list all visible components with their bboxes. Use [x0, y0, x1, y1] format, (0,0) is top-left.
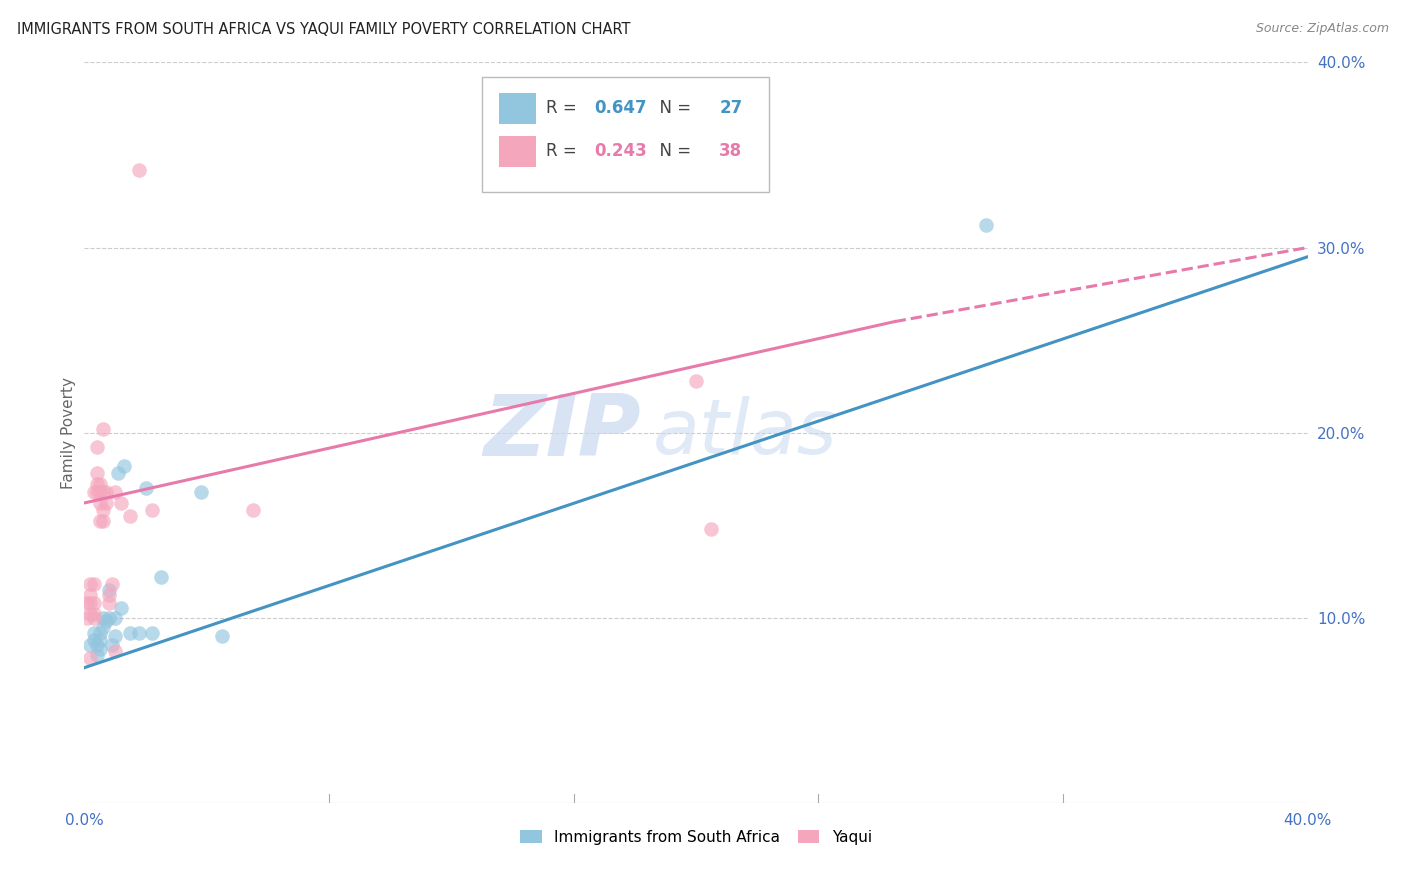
- Text: ZIP: ZIP: [484, 391, 641, 475]
- Point: [190, 484, 212, 499]
- Point: [91, 484, 114, 499]
- Point: [97, 582, 120, 597]
- Point: [89, 625, 111, 640]
- Text: 27: 27: [720, 99, 742, 118]
- Point: [89, 632, 111, 647]
- Point: [86, 441, 108, 455]
- Point: [120, 625, 142, 640]
- Point: [135, 481, 157, 495]
- Point: [107, 467, 129, 481]
- Point: [97, 589, 120, 603]
- Point: [104, 610, 127, 624]
- Point: [83, 632, 105, 647]
- Text: N =: N =: [650, 99, 697, 118]
- Point: [110, 496, 132, 510]
- Text: R =: R =: [546, 99, 582, 118]
- FancyBboxPatch shape: [499, 93, 536, 124]
- Point: [112, 458, 135, 473]
- Point: [83, 607, 105, 621]
- Point: [94, 484, 117, 499]
- Point: [104, 644, 127, 658]
- Y-axis label: Family Poverty: Family Poverty: [60, 376, 76, 489]
- Point: [79, 596, 101, 610]
- Point: [104, 629, 127, 643]
- Text: N =: N =: [650, 143, 697, 161]
- Point: [141, 503, 163, 517]
- Point: [91, 515, 114, 529]
- Point: [91, 620, 114, 634]
- Point: [89, 642, 111, 657]
- Point: [97, 596, 120, 610]
- Text: IMMIGRANTS FROM SOUTH AFRICA VS YAQUI FAMILY POVERTY CORRELATION CHART: IMMIGRANTS FROM SOUTH AFRICA VS YAQUI FA…: [17, 22, 630, 37]
- Point: [149, 570, 172, 584]
- Point: [89, 484, 111, 499]
- FancyBboxPatch shape: [482, 78, 769, 192]
- Point: [79, 607, 101, 621]
- Point: [94, 496, 117, 510]
- Text: R =: R =: [546, 143, 582, 161]
- Point: [76, 596, 98, 610]
- Point: [97, 610, 120, 624]
- Point: [976, 219, 998, 233]
- FancyBboxPatch shape: [499, 136, 536, 167]
- Point: [91, 610, 114, 624]
- Text: atlas: atlas: [654, 396, 838, 469]
- Point: [141, 625, 163, 640]
- Point: [86, 467, 108, 481]
- Point: [94, 615, 117, 629]
- Point: [86, 477, 108, 491]
- Point: [83, 484, 105, 499]
- Point: [79, 577, 101, 591]
- Point: [89, 496, 111, 510]
- Point: [128, 625, 150, 640]
- Point: [89, 515, 111, 529]
- Point: [83, 625, 105, 640]
- Point: [86, 639, 108, 653]
- Text: 0.243: 0.243: [595, 143, 647, 161]
- Point: [83, 577, 105, 591]
- Point: [128, 162, 150, 177]
- Point: [83, 610, 105, 624]
- Point: [211, 629, 233, 643]
- Point: [76, 610, 98, 624]
- Point: [89, 477, 111, 491]
- Point: [120, 508, 142, 523]
- Point: [104, 484, 127, 499]
- Point: [79, 589, 101, 603]
- Point: [91, 503, 114, 517]
- Point: [91, 422, 114, 436]
- Point: [700, 522, 723, 536]
- Text: 0.647: 0.647: [595, 99, 647, 118]
- Text: 38: 38: [720, 143, 742, 161]
- Point: [101, 577, 124, 591]
- Point: [79, 639, 101, 653]
- Text: Source: ZipAtlas.com: Source: ZipAtlas.com: [1256, 22, 1389, 36]
- Point: [101, 639, 124, 653]
- Point: [86, 484, 108, 499]
- Point: [83, 596, 105, 610]
- Point: [79, 651, 101, 665]
- Point: [86, 648, 108, 662]
- Point: [685, 374, 707, 388]
- Point: [242, 503, 264, 517]
- Legend: Immigrants from South Africa, Yaqui: Immigrants from South Africa, Yaqui: [515, 823, 877, 851]
- Point: [110, 601, 132, 615]
